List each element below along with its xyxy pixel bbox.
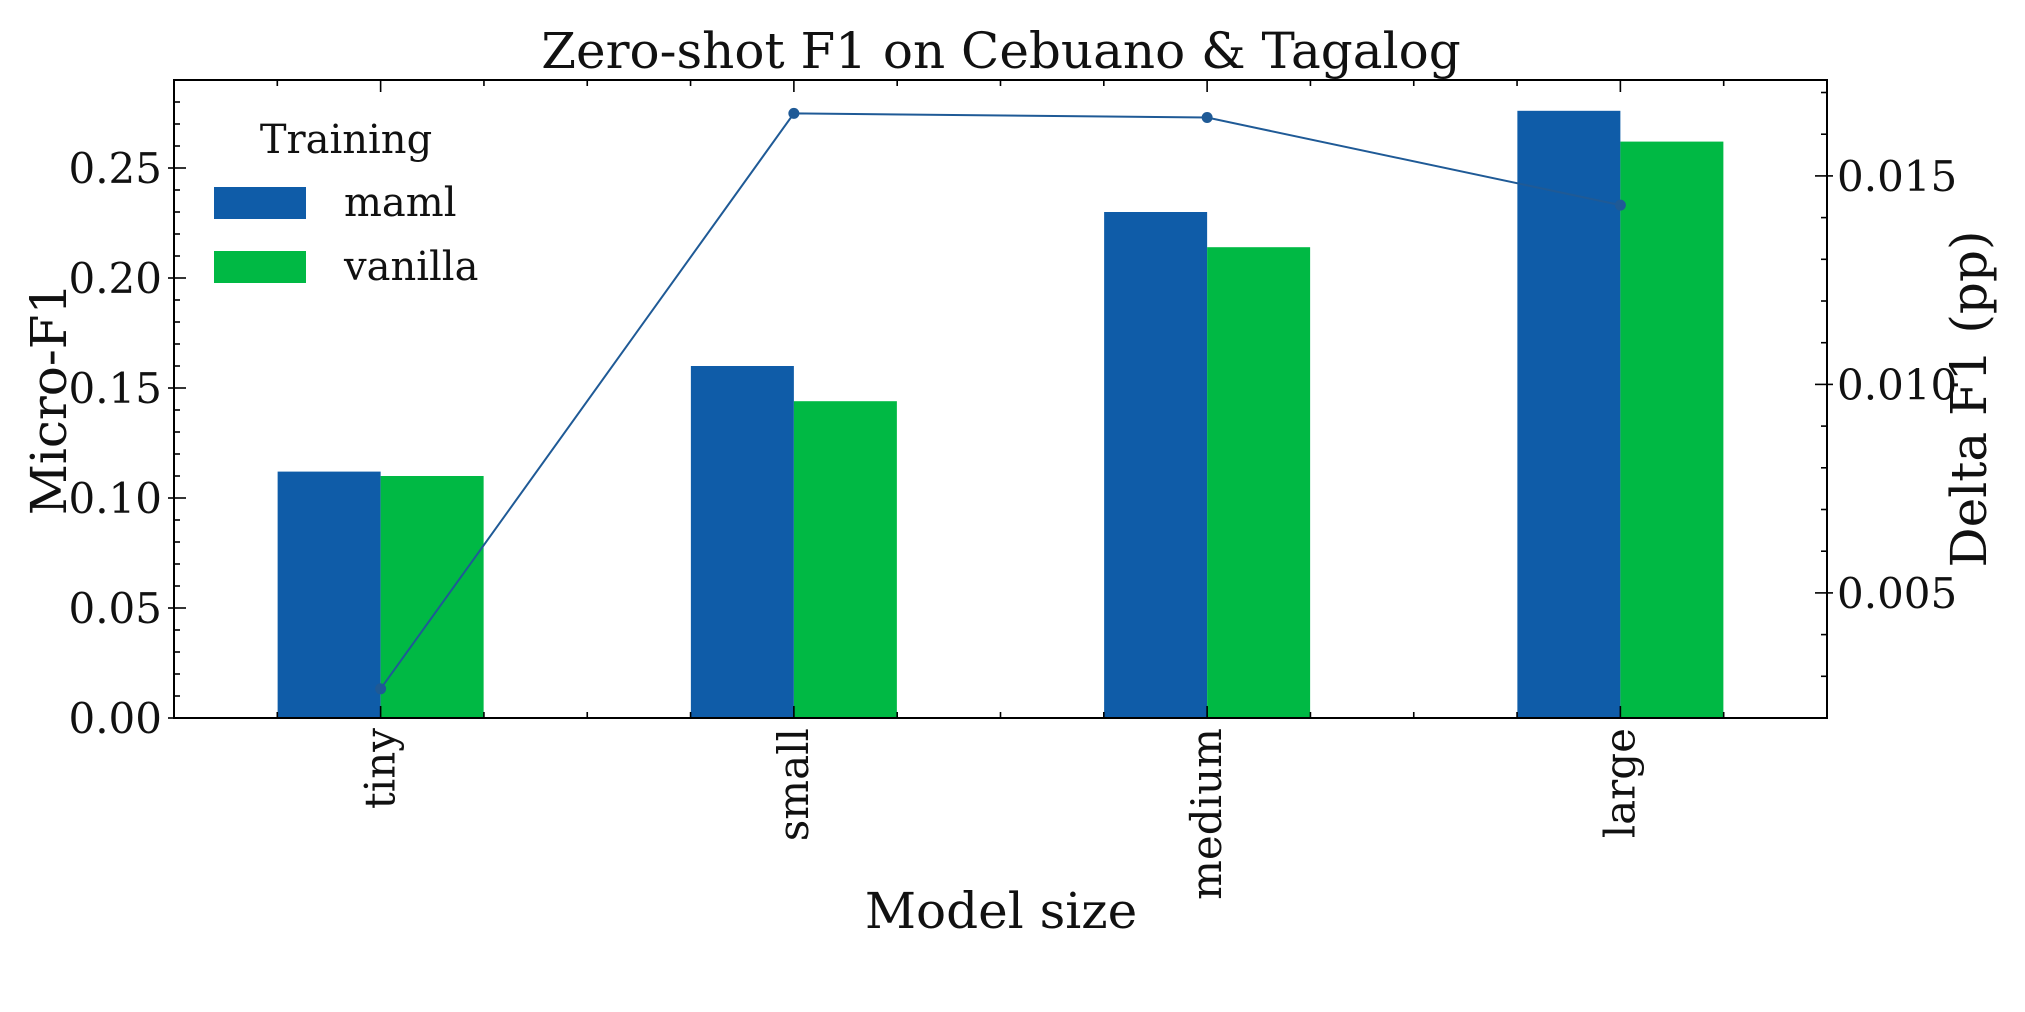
bar-maml-medium	[1104, 212, 1208, 718]
bar-vanilla-tiny	[380, 476, 484, 718]
bar-vanilla-large	[1620, 141, 1724, 719]
y-tick-label: 0.05	[68, 584, 162, 633]
x-tick-label-small: small	[769, 728, 818, 841]
ticks-layer	[168, 80, 1833, 719]
delta-point-large	[1614, 199, 1626, 211]
y2-tick-label: 0.010	[1837, 360, 1957, 409]
x-tick-label-large: large	[1595, 728, 1644, 838]
y2-axis-ticklabels: 0.005 0.010 0.015	[1837, 152, 1957, 618]
bar-vanilla-medium	[1207, 247, 1311, 718]
legend: Training maml vanilla	[214, 117, 478, 290]
bar-maml-large	[1517, 110, 1621, 719]
chart-title: Zero-shot F1 on Cebuano & Tagalog	[541, 22, 1460, 80]
y-axis-label: Micro-F1	[20, 283, 78, 516]
legend-label-vanilla: vanilla	[343, 244, 478, 290]
x-tick-label-tiny: tiny	[356, 728, 405, 809]
y2-axis-label: Delta F1 (pp)	[1940, 231, 1998, 568]
y-tick-label: 0.20	[68, 254, 162, 303]
plot-area	[168, 79, 1833, 719]
delta-point-medium	[1201, 112, 1213, 124]
bar-vanilla-small	[793, 401, 897, 718]
legend-swatch-maml	[214, 187, 306, 219]
x-tick-label-medium: medium	[1182, 728, 1231, 900]
x-axis-ticklabels: tiny small medium large	[356, 728, 1645, 900]
y2-tick-label: 0.015	[1837, 152, 1957, 201]
delta-point-small	[788, 107, 800, 119]
delta-line-layer	[375, 107, 1626, 695]
delta-point-tiny	[375, 683, 387, 695]
bar-maml-small	[690, 366, 794, 718]
bars-layer	[277, 110, 1724, 719]
y-tick-label: 0.15	[68, 364, 162, 413]
delta-line	[379, 112, 1621, 690]
x-axis-label: Model size	[865, 882, 1137, 940]
legend-title: Training	[260, 117, 432, 163]
y-tick-label: 0.25	[68, 144, 162, 193]
y2-tick-label: 0.005	[1837, 569, 1957, 618]
legend-swatch-vanilla	[214, 251, 306, 283]
y-axis-ticklabels: 0.00 0.05 0.10 0.15 0.20 0.25	[68, 144, 162, 743]
y-tick-label: 0.10	[68, 474, 162, 523]
legend-label-maml: maml	[344, 180, 457, 226]
y-tick-label: 0.00	[68, 694, 162, 743]
bar-maml-tiny	[277, 471, 381, 718]
